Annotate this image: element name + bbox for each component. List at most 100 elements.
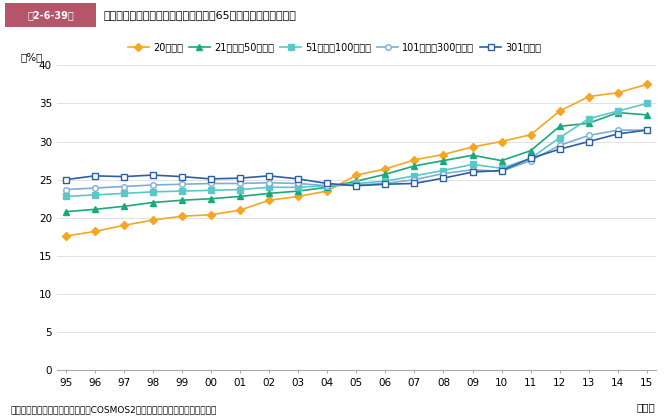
301人以上 bbox=[265, 173, 273, 178]
Line: 20人以下: 20人以下 bbox=[63, 82, 650, 239]
20人以下 bbox=[527, 132, 535, 137]
301人以上 bbox=[323, 181, 331, 186]
51人以上100人以下 bbox=[323, 183, 331, 188]
101人以上300人以下 bbox=[90, 186, 98, 191]
21人以上50人以下 bbox=[90, 207, 98, 212]
101人以上300人以下 bbox=[498, 169, 506, 174]
51人以上100人以下 bbox=[236, 187, 244, 192]
51人以上100人以下 bbox=[178, 188, 186, 193]
21人以上50人以下 bbox=[410, 163, 418, 168]
20人以下 bbox=[178, 214, 186, 219]
301人以上 bbox=[468, 170, 476, 175]
21人以上50人以下 bbox=[352, 179, 360, 184]
20人以下 bbox=[498, 139, 506, 144]
21人以上50人以下 bbox=[381, 172, 389, 177]
101人以上300人以下 bbox=[294, 181, 302, 186]
51人以上100人以下 bbox=[556, 135, 564, 140]
21人以上50人以下 bbox=[614, 110, 622, 115]
301人以上 bbox=[294, 176, 302, 181]
51人以上100人以下 bbox=[643, 101, 651, 106]
101人以上300人以下 bbox=[468, 167, 476, 172]
101人以上300人以下 bbox=[643, 128, 651, 133]
51人以上100人以下 bbox=[381, 179, 389, 184]
301人以上 bbox=[236, 176, 244, 181]
301人以上 bbox=[440, 176, 448, 181]
51人以上100人以下 bbox=[527, 156, 535, 161]
Line: 101人以上300人以下: 101人以上300人以下 bbox=[63, 127, 650, 192]
301人以上 bbox=[585, 139, 593, 144]
51人以上100人以下 bbox=[62, 194, 70, 199]
20人以下 bbox=[120, 223, 128, 228]
20人以下 bbox=[440, 152, 448, 157]
20人以下 bbox=[90, 229, 98, 234]
301人以上 bbox=[90, 173, 98, 178]
301人以上 bbox=[410, 181, 418, 186]
Text: （%）: （%） bbox=[21, 52, 43, 62]
301人以上 bbox=[62, 177, 70, 182]
21人以上50人以下 bbox=[323, 185, 331, 190]
101人以上300人以下 bbox=[265, 180, 273, 185]
51人以上100人以下 bbox=[498, 166, 506, 171]
101人以上300人以下 bbox=[381, 181, 389, 186]
Text: 第2-6-39図: 第2-6-39図 bbox=[27, 10, 74, 20]
21人以上50人以下 bbox=[498, 158, 506, 163]
Line: 51人以上100人以下: 51人以上100人以下 bbox=[63, 101, 650, 199]
21人以上50人以下 bbox=[62, 209, 70, 214]
21人以上50人以下 bbox=[236, 194, 244, 199]
101人以上300人以下 bbox=[440, 171, 448, 176]
21人以上50人以下 bbox=[440, 158, 448, 163]
20人以下 bbox=[410, 157, 418, 162]
20人以下 bbox=[149, 218, 157, 223]
301人以上 bbox=[381, 182, 389, 187]
101人以上300人以下 bbox=[120, 184, 128, 189]
Line: 21人以上50人以下: 21人以上50人以下 bbox=[63, 110, 650, 215]
21人以上50人以下 bbox=[585, 121, 593, 126]
20人以下 bbox=[207, 212, 215, 217]
51人以上100人以下 bbox=[614, 109, 622, 114]
20人以下 bbox=[236, 208, 244, 213]
20人以下 bbox=[294, 194, 302, 199]
21人以上50人以下 bbox=[178, 198, 186, 203]
20人以下 bbox=[468, 144, 476, 149]
21人以上50人以下 bbox=[149, 200, 157, 205]
51人以上100人以下 bbox=[265, 185, 273, 190]
20人以下 bbox=[323, 188, 331, 193]
101人以上300人以下 bbox=[527, 158, 535, 163]
Text: 従業員規模別に見た中小企業経営者の65歳以上年齢割合の推移: 従業員規模別に見た中小企業経営者の65歳以上年齢割合の推移 bbox=[104, 10, 296, 20]
21人以上50人以下 bbox=[294, 188, 302, 193]
21人以上50人以下 bbox=[643, 112, 651, 117]
20人以下 bbox=[352, 173, 360, 178]
20人以下 bbox=[265, 198, 273, 203]
21人以上50人以下 bbox=[556, 124, 564, 129]
51人以上100人以下 bbox=[149, 189, 157, 194]
51人以上100人以下 bbox=[207, 188, 215, 193]
101人以上300人以下 bbox=[178, 182, 186, 187]
21人以上50人以下 bbox=[120, 204, 128, 209]
101人以上300人以下 bbox=[556, 143, 564, 148]
101人以上300人以下 bbox=[207, 181, 215, 186]
21人以上50人以下 bbox=[468, 153, 476, 158]
301人以上 bbox=[527, 156, 535, 161]
21人以上50人以下 bbox=[527, 148, 535, 153]
101人以上300人以下 bbox=[236, 181, 244, 186]
101人以上300人以下 bbox=[323, 183, 331, 188]
301人以上 bbox=[207, 176, 215, 181]
20人以下 bbox=[614, 90, 622, 95]
Text: 資料：（株）帝国データバンク「COSMOS2（企業概要ファイル）」再編加工: 資料：（株）帝国データバンク「COSMOS2（企業概要ファイル）」再編加工 bbox=[10, 405, 216, 414]
21人以上50人以下 bbox=[265, 191, 273, 196]
301人以上 bbox=[352, 183, 360, 188]
51人以上100人以下 bbox=[90, 193, 98, 198]
51人以上100人以下 bbox=[468, 162, 476, 167]
20人以下 bbox=[585, 94, 593, 99]
51人以上100人以下 bbox=[585, 116, 593, 121]
301人以上 bbox=[556, 147, 564, 152]
101人以上300人以下 bbox=[352, 183, 360, 188]
301人以上 bbox=[178, 174, 186, 179]
301人以上 bbox=[643, 128, 651, 133]
101人以上300人以下 bbox=[149, 183, 157, 188]
301人以上 bbox=[498, 168, 506, 173]
51人以上100人以下 bbox=[440, 168, 448, 173]
51人以上100人以下 bbox=[294, 185, 302, 190]
301人以上 bbox=[149, 173, 157, 178]
51人以上100人以下 bbox=[120, 191, 128, 196]
